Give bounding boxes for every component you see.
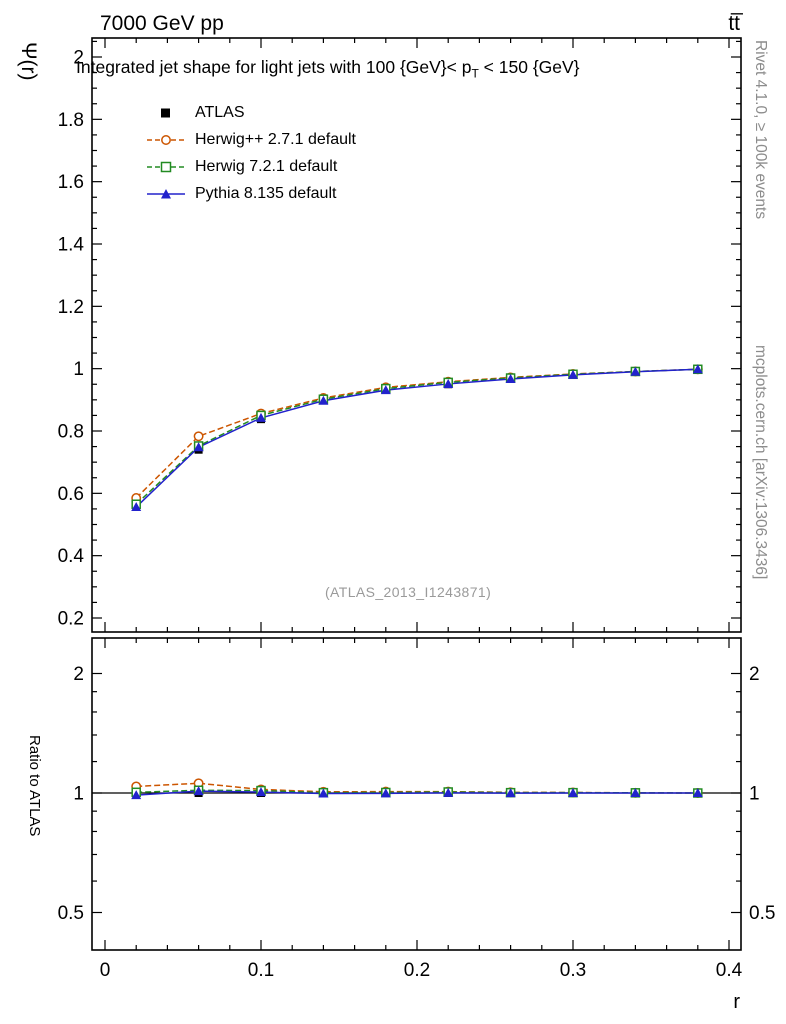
herwigpp-marker-icon (147, 135, 185, 145)
svg-text:0.2: 0.2 (58, 609, 84, 630)
svg-text:0: 0 (100, 960, 111, 981)
svg-text:0.4: 0.4 (58, 546, 85, 567)
svg-text:1.6: 1.6 (58, 172, 84, 193)
header-process: tt̅ (728, 12, 744, 35)
x-axis-label: r (733, 991, 740, 1013)
svg-text:1: 1 (73, 784, 84, 805)
main-y-axis-label: Ψ(r) (17, 42, 40, 81)
svg-text:0.5: 0.5 (58, 903, 84, 924)
atlas-marker-icon (161, 108, 170, 118)
plot-title-pre: Integrated jet shape for light jets with… (76, 57, 472, 77)
ratio-panel-frame (91, 637, 742, 951)
svg-text:1: 1 (73, 359, 84, 380)
legend-label-atlas: ATLAS (195, 104, 245, 121)
ratio-y-axis-label: Ratio to ATLAS (26, 735, 43, 836)
rivet-version-text: Rivet 4.1.0, ≥ 100k events (752, 40, 769, 219)
svg-text:2: 2 (749, 664, 760, 685)
svg-text:1: 1 (749, 784, 760, 805)
svg-text:1.4: 1.4 (58, 235, 85, 256)
legend-item-atlas: ATLAS (146, 104, 356, 121)
svg-text:0.2: 0.2 (404, 960, 430, 981)
legend-item-pythia: Pythia 8.135 default (146, 185, 356, 202)
svg-text:0.8: 0.8 (58, 422, 84, 443)
svg-text:2: 2 (73, 48, 84, 69)
svg-text:1.2: 1.2 (58, 297, 84, 318)
svg-text:0.6: 0.6 (58, 484, 84, 505)
svg-text:0.3: 0.3 (560, 960, 586, 981)
legend-label-pythia: Pythia 8.135 default (195, 185, 337, 202)
legend-label-herwig7: Herwig 7.2.1 default (195, 158, 338, 175)
header-beam-energy: 7000 GeV pp (100, 12, 224, 35)
svg-text:2: 2 (73, 664, 84, 685)
plot-title-post: < 150 {GeV} (478, 57, 580, 77)
mcplots-arxiv-text: mcplots.cern.ch [arXiv:1306.3436] (752, 345, 769, 579)
svg-text:1.8: 1.8 (58, 110, 84, 131)
svg-text:0.4: 0.4 (716, 960, 743, 981)
legend-label-herwigpp: Herwig++ 2.7.1 default (195, 131, 356, 148)
legend-item-herwig7: Herwig 7.2.1 default (146, 158, 356, 175)
legend-item-herwigpp: Herwig++ 2.7.1 default (146, 131, 356, 148)
pythia-marker-icon (147, 189, 185, 199)
legend: ATLAS Herwig++ 2.7.1 default Herwig 7.2.… (146, 104, 356, 202)
plot-title-subscript: T (471, 66, 479, 81)
plot-title: Integrated jet shape for light jets with… (76, 57, 580, 81)
svg-text:0.5: 0.5 (749, 903, 775, 924)
analysis-watermark: (ATLAS_2013_I1243871) (325, 584, 492, 600)
svg-text:0.1: 0.1 (248, 960, 274, 981)
herwig7-marker-icon (147, 161, 185, 173)
